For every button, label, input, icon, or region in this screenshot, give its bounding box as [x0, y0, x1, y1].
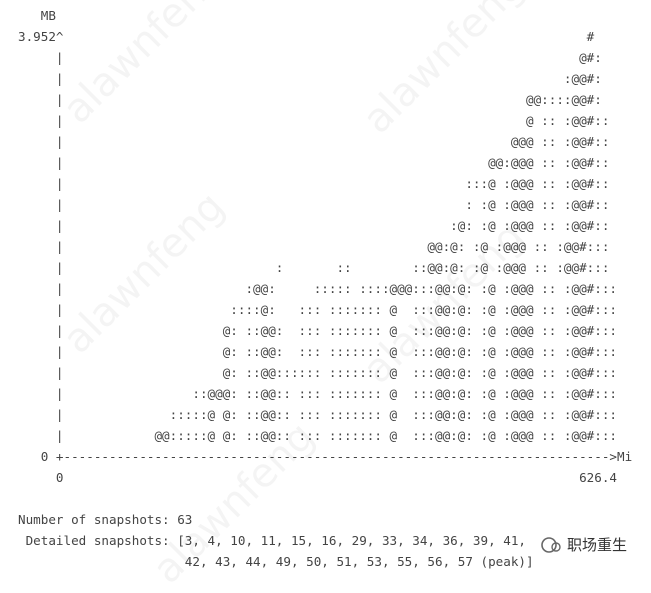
graph-line: | ::@@@: ::@@:: ::: ::::::: @ :::@@:@: :… — [18, 385, 617, 401]
graph-line: | @@:::::@ @: ::@@:: ::: ::::::: @ :::@@… — [18, 427, 617, 443]
logo-text: 职场重生 — [567, 536, 628, 554]
graph-line: | :@@: ::::: ::::@@@:::@@:@: :@ :@@@ :: … — [18, 280, 617, 296]
graph-line: | @@::::@@#: — [18, 91, 602, 107]
graph-line: 3.952^ # — [18, 28, 595, 44]
summary-line: Number of snapshots: 63 — [18, 511, 193, 527]
logo-icon — [541, 536, 561, 553]
graph-line: | @@:@: :@ :@@@ :: :@@#::: — [18, 238, 610, 254]
graph-line: | :@: :@ :@@@ :: :@@#:: — [18, 217, 610, 233]
graph-line: MB — [18, 7, 56, 23]
graph-line: 0 626.4 — [18, 469, 617, 485]
graph-line: | :::@ :@@@ :: :@@#:: — [18, 175, 610, 191]
graph-line: | @: ::@@:::::: ::::::: @ :::@@:@: :@ :@… — [18, 364, 617, 380]
page: alawnfeng alawnfeng alawnfeng alawnfeng … — [18, 0, 633, 593]
graph-line: | @@@ :: :@@#:: — [18, 133, 610, 149]
summary-line: Detailed snapshots: [3, 4, 10, 11, 15, 1… — [18, 532, 526, 548]
graph-line: | : :: ::@@:@: :@ :@@@ :: :@@#::: — [18, 259, 610, 275]
summary-line: 42, 43, 44, 49, 50, 51, 53, 55, 56, 57 (… — [18, 553, 534, 569]
graph-line: | @: ::@@: ::: ::::::: @ :::@@:@: :@ :@@… — [18, 343, 617, 359]
graph-line: | @@:@@@ :: :@@#:: — [18, 154, 610, 170]
graph-line: 0 +-------------------------------------… — [18, 448, 633, 464]
graph-line: | ::::@: ::: ::::::: @ :::@@:@: :@ :@@@ … — [18, 301, 617, 317]
graph-line: | :@@#: — [18, 70, 602, 86]
graph-line: | @#: — [18, 49, 602, 65]
logo: 职场重生 — [536, 532, 632, 557]
graph-line: | : :@ :@@@ :: :@@#:: — [18, 196, 610, 212]
graph-line: | @ :: :@@#:: — [18, 112, 610, 128]
graph-line: | :::::@ @: ::@@:: ::: ::::::: @ :::@@:@… — [18, 406, 617, 422]
graph-line: | @: ::@@: ::: ::::::: @ :::@@:@: :@ :@@… — [18, 322, 617, 338]
